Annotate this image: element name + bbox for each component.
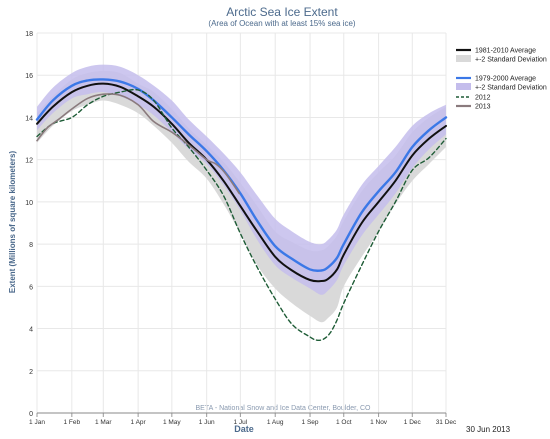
x-tick-label: 1 Apr: [131, 419, 147, 426]
x-tick-label: 1 Sep: [302, 419, 319, 426]
x-tick-label: 31 Dec: [436, 419, 457, 426]
legend-swatch: [456, 55, 471, 62]
source-credit: BETA - National Snow and Ice Data Center…: [196, 405, 372, 412]
legend-label: +-2 Standard Deviation: [475, 57, 547, 64]
y-tick-label: 16: [25, 73, 33, 80]
series-line: [35, 78, 448, 273]
y-tick-label: 18: [25, 31, 33, 38]
y-tick-label: 0: [29, 411, 33, 418]
legend-label: 2012: [475, 95, 491, 102]
chart-title: Arctic Sea Ice Extent: [226, 5, 338, 19]
date-stamp: 30 Jun 2013: [466, 425, 511, 434]
legend: 1981-2010 Average +-2 Standard Deviation 1…: [456, 48, 547, 111]
data-series: [35, 78, 448, 342]
x-tick-label: 1 Nov: [370, 419, 388, 426]
legend-label: 2013: [475, 104, 491, 111]
y-tick-label: 12: [25, 158, 33, 165]
x-tick-label: 1 May: [163, 419, 181, 426]
legend-label: 1981-2010 Average: [475, 48, 536, 55]
y-tick-label: 8: [29, 242, 33, 249]
axes: 0 2 4 6 8 10 12 14 16 18 1 Jan 1 Feb 1 Mar 1 Apr 1 May…: [25, 31, 457, 426]
y-axis-label: Extent (Millions of square kilometers): [8, 151, 17, 294]
legend-swatch: [456, 83, 471, 90]
x-tick-label: 1 Jul: [234, 419, 248, 426]
y-tick-label: 10: [25, 200, 33, 207]
x-tick-label: 1 Oct: [336, 419, 352, 426]
y-tick-label: 2: [29, 369, 33, 376]
x-axis-label: Date: [234, 424, 254, 434]
y-tick-label: 6: [29, 284, 33, 291]
legend-label: +-2 Standard Deviation: [475, 85, 547, 92]
x-tick-label: 1 Jun: [199, 419, 215, 426]
legend-label: 1979-2000 Average: [475, 76, 536, 83]
x-tick-label: 1 Aug: [267, 419, 284, 426]
y-tick-label: 14: [25, 115, 33, 122]
series-line: [36, 82, 447, 283]
x-tick-label: 1 Mar: [95, 419, 112, 426]
x-tick-label: 1 Jan: [29, 419, 45, 426]
y-tick-label: 4: [29, 327, 33, 334]
x-tick-label: 1 Dec: [404, 419, 422, 426]
std-dev-band: [37, 64, 446, 295]
series-line: [36, 93, 241, 195]
x-tick-label: 1 Feb: [64, 419, 81, 426]
chart-subtitle: (Area of Ocean with at least 15% sea ice…: [208, 19, 356, 28]
